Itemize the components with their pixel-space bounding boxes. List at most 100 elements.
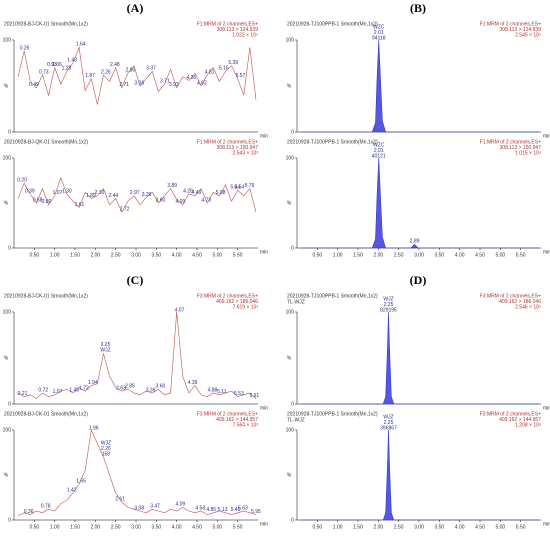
sample-name: TL-WJZ — [287, 299, 305, 305]
x-tick-label: 3.50 — [151, 524, 161, 530]
channel-info: 1.015 × 10⁵ — [515, 150, 541, 156]
channel-info: 2.546 × 10⁵ — [515, 304, 541, 310]
panel-label: (D) — [410, 273, 427, 287]
y-tick-label: 0 — [8, 401, 11, 407]
y-axis-label: % — [4, 355, 9, 361]
peak-label: 1.96 — [89, 425, 99, 431]
channel-info: 2.545 × 10⁵ — [515, 32, 541, 38]
peak-label: 5.16 — [219, 66, 229, 72]
peak-label: 158 — [102, 451, 111, 457]
channel-info: 409.162 > 144.957 — [499, 417, 541, 423]
channel-info: 308.113 > 124.939 — [217, 27, 259, 33]
peak-label: 2.25 — [384, 302, 394, 308]
x-tick-label: 1.00 — [333, 524, 343, 530]
peak-label: 0.78 — [41, 504, 51, 510]
peak-label: 2.25 — [101, 342, 111, 348]
y-tick-label: 0 — [291, 129, 294, 135]
y-axis-label: % — [4, 83, 9, 89]
x-tick-label: 3.50 — [151, 252, 161, 258]
x-tick-label: 1.50 — [70, 524, 80, 530]
peak-label: 5.13 — [218, 507, 228, 513]
y-tick-label: 100 — [3, 427, 12, 433]
peak-label: 2.72 — [120, 206, 130, 212]
peak-label: 4.39 — [188, 380, 198, 386]
peak-label: WJZ — [383, 296, 393, 302]
channel-info: 409.162 > 186.046 — [216, 299, 258, 305]
y-tick-label: 100 — [286, 427, 295, 433]
sample-name: 20210928-TJ100PPB-1 Smooth(Mn,1x2) — [287, 411, 378, 417]
peak-label: 2.85 — [125, 384, 135, 390]
peak-label: 1.65 — [76, 478, 86, 484]
peak-label: 1.30 — [62, 188, 72, 194]
trace — [301, 157, 539, 249]
y-tick-label: 100 — [286, 37, 295, 43]
peak-label: 5.63 — [238, 505, 248, 511]
channel-info: 1.208 × 10⁵ — [515, 422, 541, 428]
peak-label: 5.08 — [216, 190, 226, 196]
x-unit: min — [543, 249, 550, 255]
x-tick-label: 4.00 — [172, 524, 182, 530]
peak-label: 3.08 — [134, 505, 144, 511]
trace — [301, 311, 539, 405]
peak-label: 94118 — [372, 35, 386, 41]
peak-label: 4.73 — [201, 197, 211, 203]
peak-label: 0.80 — [42, 199, 52, 205]
y-tick-label: 0 — [8, 245, 11, 251]
peak-label: 5.95 — [251, 509, 261, 515]
peak-label: 4.88 — [208, 387, 218, 393]
x-tick-label: 1.50 — [70, 252, 80, 258]
x-tick-label: 0.50 — [312, 524, 322, 530]
x-tick-label: 2.00 — [90, 252, 100, 258]
x-tick-label: 5.00 — [212, 252, 222, 258]
y-tick-label: 0 — [291, 517, 294, 523]
x-tick-label: 2.00 — [90, 524, 100, 530]
peak-label: 1.61 — [75, 202, 85, 208]
peak-label: 2.25 — [384, 420, 394, 426]
peak-label: 1.42 — [67, 487, 77, 493]
y-tick-label: 0 — [8, 517, 11, 523]
peak-label: 2.97 — [130, 190, 140, 196]
y-tick-label: 0 — [8, 129, 11, 135]
x-tick-label: 1.00 — [333, 252, 343, 258]
x-tick-label: 5.50 — [516, 524, 526, 530]
peak-label: 5.44 — [230, 185, 240, 191]
peak-label: 2.26 — [101, 69, 111, 75]
x-tick-label: 1.50 — [353, 252, 363, 258]
y-tick-label: 100 — [3, 309, 12, 315]
peak-label: 2.63 — [116, 385, 126, 391]
peak-label: 4.85 — [206, 507, 216, 513]
y-axis-label: % — [287, 472, 292, 478]
channel-info: F3:MRM of 2 channels,ES+ — [197, 411, 258, 417]
channel-info: F1:MRM of 2 channels,ES+ — [197, 139, 258, 145]
sample-name: 20210928-BJ-QK-01 Smooth(Mn,1x2) — [4, 139, 89, 145]
x-unit: min — [543, 133, 550, 139]
peak-label: 1.06 — [52, 62, 62, 68]
peak-label: 5.11 — [217, 389, 227, 395]
trace — [301, 39, 539, 133]
trace — [17, 428, 257, 516]
peak-label: 2.10 — [95, 190, 105, 196]
peak-label: 1.48 — [69, 387, 79, 393]
x-tick-label: 2.00 — [373, 252, 383, 258]
peak-label: 3.08 — [134, 80, 144, 86]
panel-label: (B) — [410, 1, 426, 15]
x-tick-label: 4.50 — [475, 524, 485, 530]
x-tick-label: 3.50 — [434, 252, 444, 258]
x-tick-label: 5.50 — [516, 252, 526, 258]
y-axis-label: % — [287, 355, 292, 361]
peak-label: 1.87 — [85, 73, 95, 79]
sample-name: TL-WJZ — [287, 417, 305, 423]
x-tick-label: 1.00 — [50, 524, 60, 530]
peak-label: 5.39 — [228, 60, 238, 66]
channel-info: 409.162 > 144.957 — [216, 417, 258, 423]
peak-label: 1.64 — [76, 42, 86, 48]
x-tick-label: 4.50 — [192, 524, 202, 530]
peak-label: 0.93 — [47, 62, 57, 68]
peak-label: 0.36 — [24, 509, 34, 515]
peak-label: 829195 — [380, 307, 397, 313]
peak-label: 0.26 — [20, 45, 30, 51]
channel-info: 308.113 > 150.947 — [500, 145, 542, 151]
x-tick-label: 0.50 — [29, 252, 39, 258]
peak-label: 3.60 — [156, 384, 166, 390]
peak-label: 3.36 — [146, 387, 156, 393]
